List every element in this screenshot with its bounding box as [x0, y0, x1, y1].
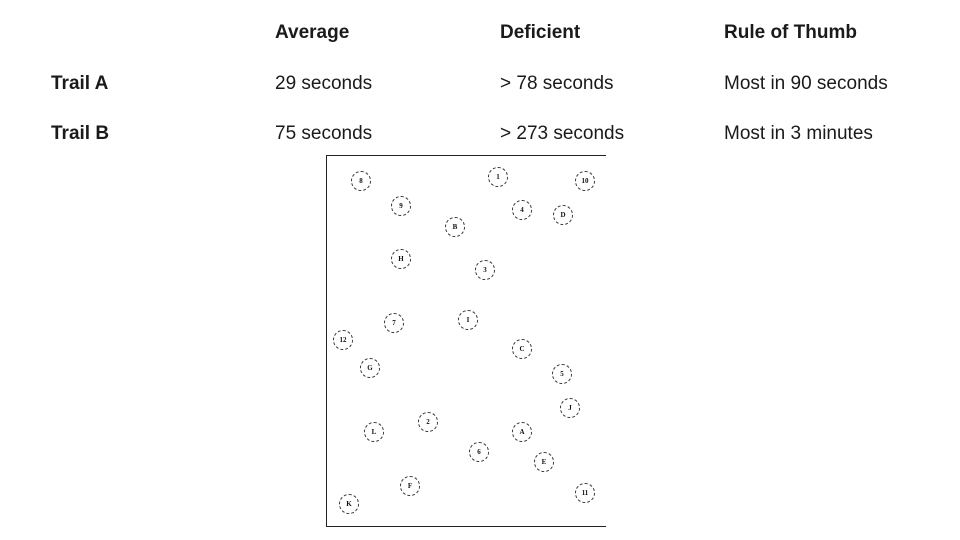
trail-circle: K — [339, 494, 359, 514]
trail-circle: F — [400, 476, 420, 496]
header-rule-of-thumb: Rule of Thumb — [724, 22, 857, 43]
trail-circle: 5 — [552, 364, 572, 384]
trail-circle: A — [512, 422, 532, 442]
trail-circle: 8 — [351, 171, 371, 191]
trail-circle: 4 — [512, 200, 532, 220]
trail-b-deficient: > 273 seconds — [500, 123, 625, 144]
trail-circle: I — [458, 310, 478, 330]
trail-circle: B — [445, 217, 465, 237]
trail-b-average: 75 seconds — [275, 123, 373, 144]
trail-circle: 11 — [575, 483, 595, 503]
trail-circle: D — [553, 205, 573, 225]
row-label-trail-b: Trail B — [51, 123, 110, 144]
trail-circle: 3 — [475, 260, 495, 280]
trail-a-deficient: > 78 seconds — [500, 73, 614, 94]
trail-circle: C — [512, 339, 532, 359]
trail-circle: E — [534, 452, 554, 472]
row-label-trail-a: Trail A — [51, 73, 109, 94]
trail-a-average: 29 seconds — [275, 73, 373, 94]
trail-circle: G — [360, 358, 380, 378]
trail-circle: 6 — [469, 442, 489, 462]
trail-circle: 2 — [418, 412, 438, 432]
trail-making-test-figure: 8 1 10 9 4 D B H 3 7 I 12 C G 5 J 2 L A … — [326, 155, 606, 527]
trail-circle: H — [391, 249, 411, 269]
trail-circle: 10 — [575, 171, 595, 191]
trail-circle: 9 — [391, 196, 411, 216]
trail-circle: 12 — [333, 330, 353, 350]
trail-circle: 1 — [488, 167, 508, 187]
trail-circle: 7 — [384, 313, 404, 333]
trail-circle: L — [364, 422, 384, 442]
trail-b-rule: Most in 3 minutes — [724, 123, 873, 144]
trail-circle: J — [560, 398, 580, 418]
header-deficient: Deficient — [500, 22, 581, 43]
header-average: Average — [275, 22, 350, 43]
trail-a-rule: Most in 90 seconds — [724, 73, 888, 94]
